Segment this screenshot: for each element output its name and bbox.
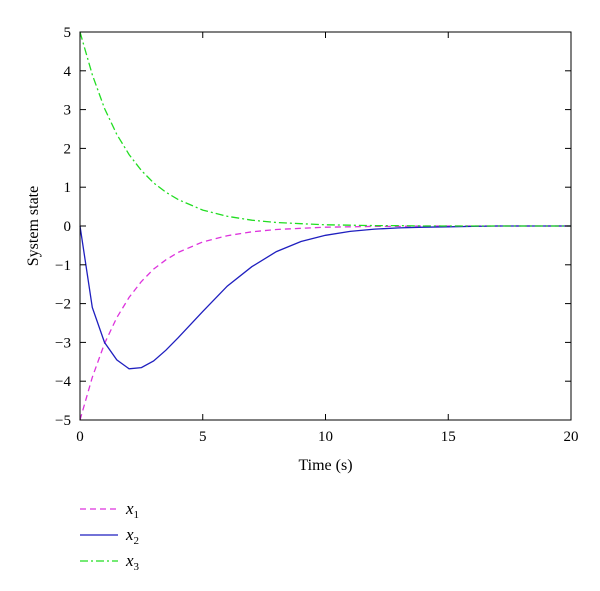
plot-lines: [79, 31, 571, 421]
y-tick-label: −3: [55, 335, 71, 351]
series-line-x2: [79, 225, 571, 370]
x-tick-label: 10: [318, 429, 333, 445]
y-tick-label: −4: [55, 374, 71, 390]
x-axis-label: Time (s): [298, 457, 352, 474]
y-tick-label: 0: [64, 219, 72, 235]
y-tick-label: 4: [64, 64, 72, 80]
y-tick-label: −1: [55, 258, 71, 274]
x-tick-label: 15: [441, 429, 456, 445]
y-tick-label: 3: [64, 103, 72, 119]
y-tick-label: −2: [55, 297, 71, 313]
legend-label-x2: x2: [125, 525, 139, 547]
y-tick-label: −5: [55, 413, 71, 429]
x-tick-label: 20: [564, 429, 579, 445]
series-line-x3: [79, 31, 571, 227]
series-line-x1: [79, 225, 571, 421]
legend-label-x1: x1: [125, 499, 139, 521]
x-tick-label: 0: [76, 429, 84, 445]
y-axis-label: System state: [25, 186, 42, 266]
legend-label-x3: x3: [125, 551, 140, 573]
y-tick-label: 2: [64, 141, 72, 157]
y-tick-label: 5: [64, 25, 72, 41]
legend: x1 x2 x3: [80, 499, 140, 573]
y-tick-label: 1: [64, 180, 72, 196]
x-tick-label: 5: [199, 429, 207, 445]
axis-ticks: 0 5 10 15 20 −5 −4 −3 −2 −1 0 1 2 3 4 5: [55, 25, 578, 445]
